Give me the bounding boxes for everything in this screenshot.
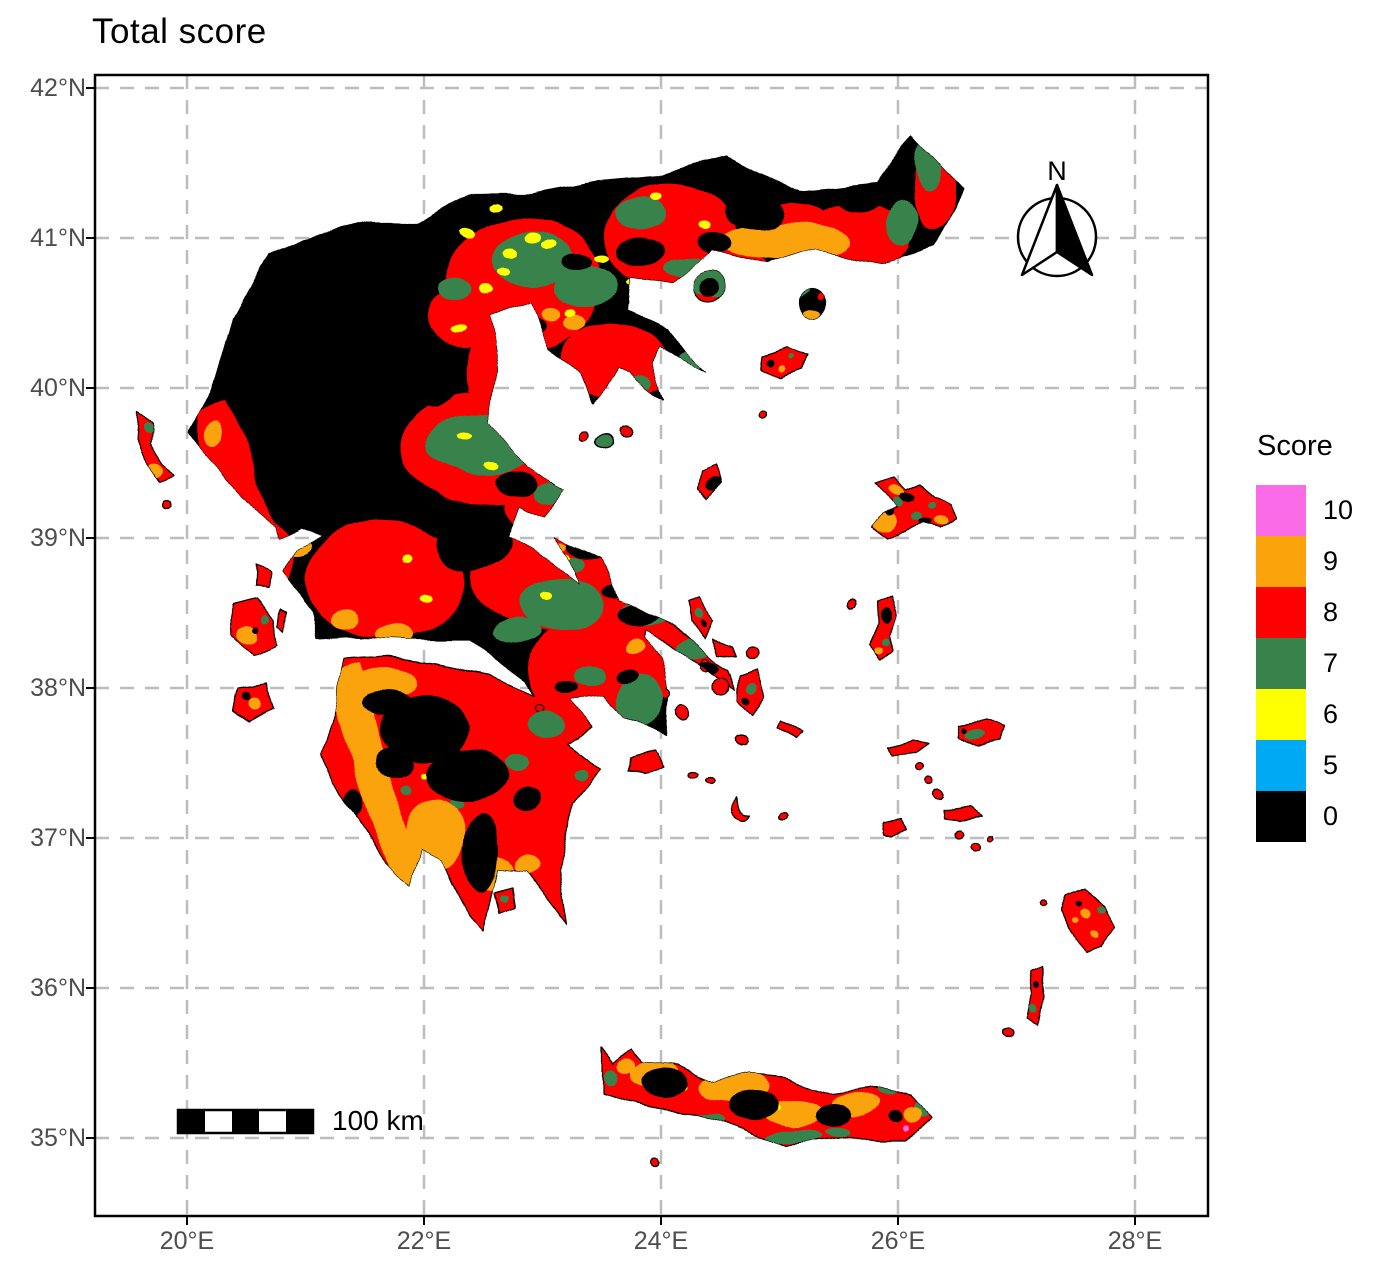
north-arrow-icon: N bbox=[1016, 156, 1098, 278]
legend-title: Score bbox=[1257, 430, 1333, 462]
figure-title: Total score bbox=[92, 12, 267, 51]
lon-tick-label: 28°E bbox=[1107, 1227, 1163, 1255]
legend-item-5: 5 bbox=[1256, 740, 1353, 791]
scale-bar: 100 km bbox=[176, 1105, 424, 1136]
legend-item-10: 10 bbox=[1256, 485, 1353, 536]
lon-tick-label: 24°E bbox=[633, 1227, 689, 1255]
map-canvas: N 100 km bbox=[86, 73, 1210, 1225]
legend-label-5: 5 bbox=[1323, 750, 1339, 780]
legend-swatch-5 bbox=[1256, 740, 1306, 791]
legend-swatch-8 bbox=[1256, 587, 1306, 638]
legend-swatch-7 bbox=[1256, 638, 1306, 689]
legend-item-7: 7 bbox=[1256, 638, 1353, 689]
lat-tick-label: 40°N bbox=[30, 374, 86, 402]
lat-tick-label: 38°N bbox=[30, 674, 86, 702]
legend-item-9: 9 bbox=[1256, 536, 1353, 587]
lat-tick-label: 36°N bbox=[30, 974, 86, 1002]
scale-bar-label: 100 km bbox=[332, 1105, 424, 1136]
legend-swatch-10 bbox=[1256, 485, 1306, 536]
greece-raster-map bbox=[137, 132, 1114, 1165]
legend: Score 10 9 8 7 6 5 0 bbox=[1256, 430, 1353, 842]
legend-label-9: 9 bbox=[1323, 546, 1339, 576]
lat-tick-label: 42°N bbox=[30, 74, 86, 102]
legend-label-6: 6 bbox=[1323, 699, 1339, 729]
legend-label-10: 10 bbox=[1323, 495, 1354, 525]
legend-swatch-6 bbox=[1256, 689, 1306, 740]
lat-tick-label: 41°N bbox=[30, 224, 86, 252]
rhodes-island bbox=[1061, 888, 1114, 956]
panel-border bbox=[93, 73, 1210, 1218]
legend-rows: 10 9 8 7 6 5 0 bbox=[1256, 485, 1353, 842]
karpathos-island bbox=[1028, 967, 1046, 1022]
legend-label-8: 8 bbox=[1323, 597, 1339, 627]
north-arrow-label: N bbox=[1047, 156, 1067, 186]
axis-ticks bbox=[86, 87, 1136, 1225]
lon-tick-label: 22°E bbox=[396, 1227, 452, 1255]
lat-tick-label: 35°N bbox=[30, 1124, 86, 1152]
lon-tick-label: 26°E bbox=[870, 1227, 926, 1255]
legend-swatch-9 bbox=[1256, 536, 1306, 587]
legend-label-7: 7 bbox=[1323, 648, 1339, 678]
lat-tick-label: 37°N bbox=[30, 824, 86, 852]
lat-tick-label: 39°N bbox=[30, 524, 86, 552]
legend-item-0: 0 bbox=[1256, 791, 1353, 842]
lon-tick-label: 20°E bbox=[159, 1227, 215, 1255]
legend-item-8: 8 bbox=[1256, 587, 1353, 638]
small-islands bbox=[164, 410, 1049, 1165]
legend-label-0: 0 bbox=[1323, 801, 1339, 831]
legend-swatch-0 bbox=[1256, 791, 1306, 842]
legend-item-6: 6 bbox=[1256, 689, 1353, 740]
